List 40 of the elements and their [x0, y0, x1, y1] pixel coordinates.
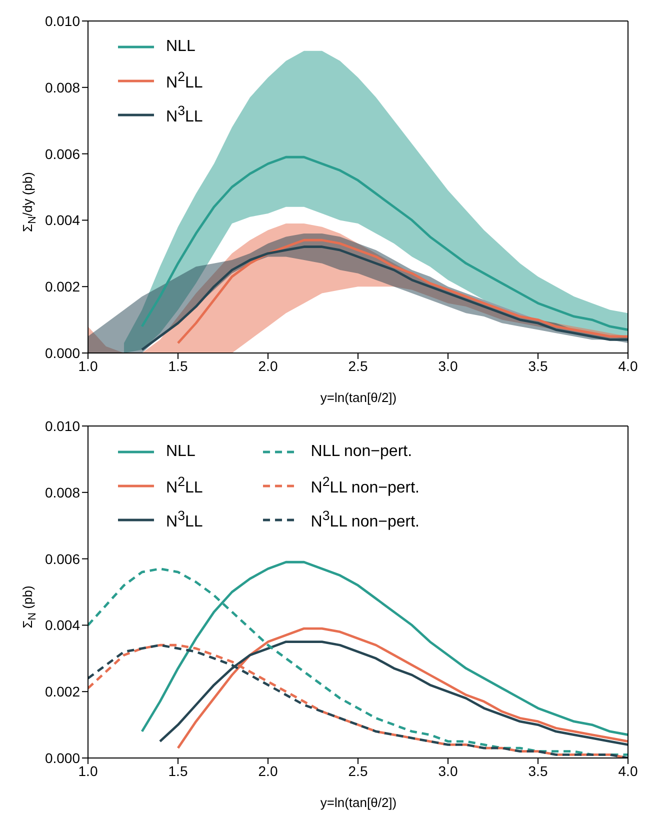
x-tick-label: 2.5 [348, 358, 368, 374]
line-series [140, 246, 628, 351]
x-tick-label: 2.5 [348, 762, 368, 779]
x-tick-label: 3.0 [438, 358, 458, 374]
y-tick-label: 0.010 [44, 12, 80, 29]
x-axis-title: y=ln(tan[θ/2]) [319, 795, 398, 810]
x-tick-label: 2.0 [258, 762, 278, 779]
legend-label: N$^{2}$LL non−pert. [310, 474, 420, 498]
y-tick-label: 0.008 [44, 79, 80, 96]
x-tick-label: 4.0 [618, 762, 638, 779]
y-tick-label: 0.002 [44, 278, 80, 295]
y-tick-label: 0.006 [44, 550, 80, 567]
line-series [176, 238, 628, 344]
legend-label: N$^{3}$LL [166, 508, 203, 532]
x-tick-label: 1.5 [168, 762, 188, 779]
x-tick-label: 3.5 [528, 762, 548, 779]
legend-label: NLL [166, 443, 196, 461]
x-tick-label: 4.0 [618, 358, 638, 374]
y-tick-label: 0.006 [44, 146, 80, 162]
x-tick-label: 3.0 [438, 762, 458, 779]
legend-label: N$^{3}$LL [166, 103, 203, 127]
legend-label: N$^{2}$LL [166, 474, 203, 498]
x-axis-title: y=ln(tan[θ/2]) [319, 390, 398, 405]
x-tick-label: 1.0 [78, 358, 98, 374]
line-series [140, 156, 628, 331]
y-tick-label: 0.000 [44, 750, 80, 766]
y-tick-label: 0.002 [44, 684, 80, 700]
y-tick-label: 0.004 [44, 212, 80, 228]
y-tick-label: 0.000 [44, 344, 80, 361]
legend-label: NLL [166, 38, 196, 56]
x-tick-label: 1.5 [168, 358, 188, 374]
y-tick-label: 0.010 [44, 418, 80, 434]
legend-label: N$^{3}$LL non−pert. [310, 508, 420, 532]
legend-label: NLL non−pert. [310, 443, 412, 461]
x-tick-label: 1.0 [78, 762, 98, 779]
y-tick-label: 0.004 [44, 617, 80, 634]
legend-label: N$^{2}$LL [166, 69, 203, 93]
x-tick-label: 3.5 [528, 358, 548, 374]
x-tick-label: 2.0 [258, 358, 278, 374]
y-tick-label: 0.008 [44, 484, 80, 500]
